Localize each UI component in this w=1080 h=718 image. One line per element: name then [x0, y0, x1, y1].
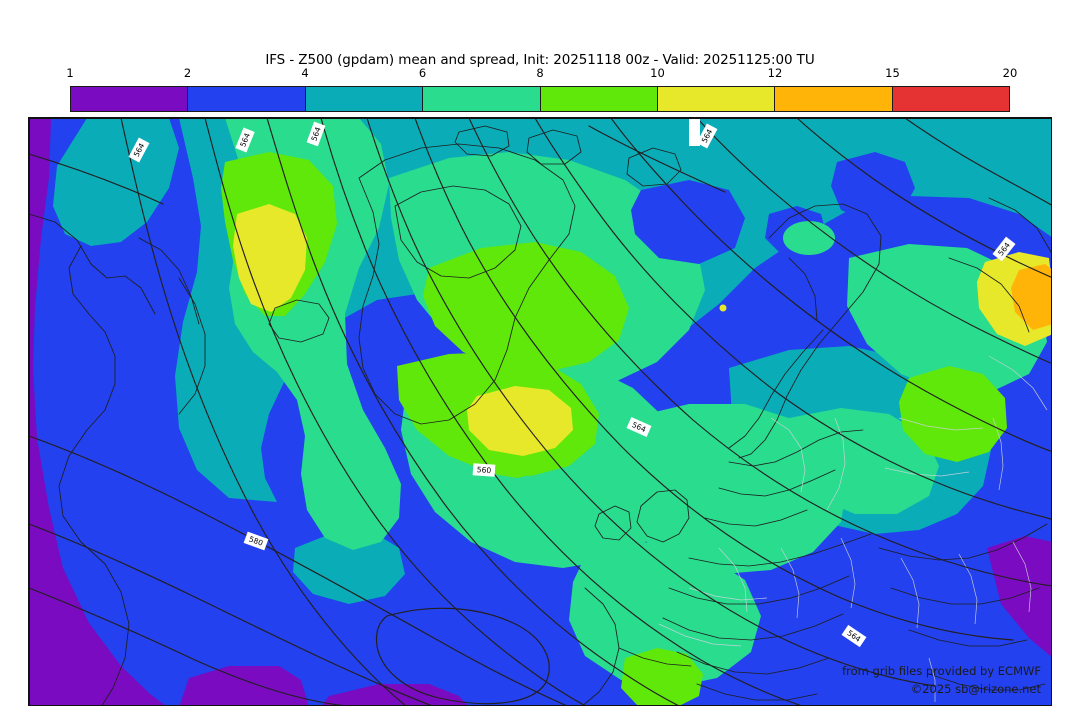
- colorbar-band-5: [656, 87, 775, 111]
- colorbar-band-6: [774, 87, 892, 111]
- contour-label-background: [243, 531, 269, 551]
- colorbar-band-3: [422, 87, 540, 111]
- contour-lines-layer: [29, 118, 1051, 705]
- contour-label: 560: [472, 463, 496, 477]
- contour-label-background: [992, 236, 1016, 262]
- coastlines-layer: [29, 125, 1051, 705]
- colorbar: [70, 86, 1010, 112]
- political-borders-layer: [658, 355, 1048, 702]
- contour-label: 564: [841, 624, 867, 648]
- map-border: [29, 118, 1051, 705]
- contour-label: 564: [235, 127, 255, 153]
- contour-label-background: [472, 463, 496, 477]
- map-top-marker: [689, 118, 700, 146]
- contour-label: 564: [696, 123, 718, 149]
- colorbar-tick-20: 20: [1002, 66, 1018, 80]
- colorbar-tick-4: 4: [301, 66, 309, 80]
- contour-label-background: [841, 624, 867, 648]
- colorbar-tick-labels: 1 2 4 6 8 10 12 15 20: [66, 66, 1017, 82]
- map-canvas: 564 564 564 564 564 560 580 564 564: [29, 118, 1051, 705]
- colorbar-band-1: [187, 87, 305, 111]
- contour-label: 564: [626, 417, 652, 437]
- contour-label-background: [626, 417, 652, 437]
- colorbar-tick-6: 6: [418, 66, 427, 80]
- map-plot-area[interactable]: 564 564 564 564 564 560 580 564 564 from grib fi…: [28, 117, 1052, 706]
- contour-label-background: [235, 127, 255, 153]
- contour-labels-layer: 564 564 564 564 564 560 580 564 564: [128, 121, 1016, 648]
- colorbar-band-0: [71, 87, 188, 111]
- colorbar-tick-1: 1: [66, 66, 74, 80]
- contour-label-text: 560: [477, 465, 492, 475]
- colorbar-tick-10: 10: [650, 66, 665, 80]
- colorbar-band-4: [539, 87, 657, 111]
- contour-label-background: [128, 137, 150, 163]
- colorbar-tick-12: 12: [767, 66, 783, 80]
- contour-label-background: [306, 121, 326, 147]
- contour-label-background: [696, 123, 718, 149]
- contour-label: 564: [128, 137, 150, 163]
- colorbar-band-7: [891, 87, 1009, 111]
- colorbar-tick-2: 2: [183, 66, 192, 80]
- colorbar-bands: [70, 86, 1010, 112]
- colorbar-band-2: [304, 87, 423, 111]
- contour-label: 580: [243, 531, 269, 551]
- colorbar-tick-8: 8: [536, 66, 544, 80]
- spread-minor-patches: [631, 152, 915, 312]
- page-title: IFS - Z500 (gpdam) mean and spread, Init…: [265, 52, 815, 68]
- contour-label: 564: [992, 236, 1016, 262]
- colorbar-tick-15: 15: [885, 66, 900, 80]
- contour-label: 564: [306, 121, 326, 147]
- spread-band-1-2: [29, 118, 1051, 705]
- spread-band-12-15: [1011, 264, 1051, 330]
